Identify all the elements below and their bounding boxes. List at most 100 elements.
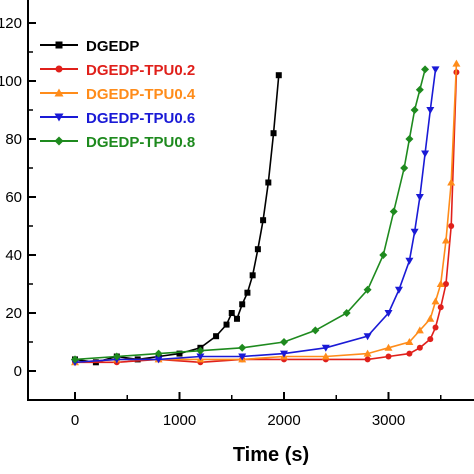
data-point xyxy=(410,106,419,114)
data-point xyxy=(406,350,413,357)
data-point xyxy=(426,314,435,322)
data-point xyxy=(275,72,282,79)
y-tick-label: 0 xyxy=(14,363,22,380)
data-point xyxy=(260,217,267,224)
data-point xyxy=(363,333,372,341)
data-point xyxy=(385,353,392,360)
data-point xyxy=(421,65,430,74)
data-point xyxy=(415,194,424,201)
data-point xyxy=(421,150,430,158)
data-point xyxy=(223,321,230,328)
data-point xyxy=(431,297,440,305)
y-tick-label: 20 xyxy=(5,305,22,322)
data-point xyxy=(427,336,434,343)
data-point xyxy=(196,353,205,361)
data-point xyxy=(405,338,414,345)
data-point xyxy=(342,309,351,317)
data-point xyxy=(254,246,261,253)
data-point xyxy=(415,85,424,94)
y-tick-label: 60 xyxy=(5,189,22,206)
series-line xyxy=(74,69,437,364)
data-point xyxy=(270,130,277,137)
data-point xyxy=(379,251,388,259)
data-point xyxy=(416,344,423,351)
data-point xyxy=(405,135,414,143)
data-point xyxy=(447,178,456,186)
x-axis-ticks: 0 1000 2000 3000 xyxy=(71,392,442,429)
legend-item: DGEDP-TPU0.4 xyxy=(40,86,196,103)
data-point xyxy=(415,326,424,334)
data-point xyxy=(54,136,64,146)
legend-item: DGEDP-TPU0.6 xyxy=(40,110,195,127)
x-tick-label: 2000 xyxy=(267,412,300,429)
data-point xyxy=(441,236,450,244)
data-point xyxy=(394,286,403,294)
data-point xyxy=(426,107,435,114)
data-point xyxy=(321,344,330,352)
data-point xyxy=(233,315,240,322)
data-point xyxy=(238,343,247,352)
data-point xyxy=(448,223,455,229)
data-point xyxy=(431,66,440,74)
data-point xyxy=(405,257,414,265)
data-point xyxy=(384,343,393,351)
data-point xyxy=(363,349,372,357)
legend-label: DGEDP-TPU0.6 xyxy=(86,110,195,127)
data-point xyxy=(321,352,330,360)
data-point xyxy=(311,326,320,335)
data-point xyxy=(55,65,63,73)
data-point xyxy=(442,281,449,287)
data-point xyxy=(54,113,64,122)
legend-item: DGEDP-TPU0.8 xyxy=(40,134,195,151)
y-axis-ticks: 0 20 40 60 80 100 120 xyxy=(0,15,36,380)
legend-label: DGEDP-TPU0.8 xyxy=(86,134,195,151)
series-dgedp-tpu0-8 xyxy=(71,65,430,364)
x-tick-label: 0 xyxy=(71,412,79,429)
data-point xyxy=(410,228,419,236)
data-point xyxy=(452,59,461,67)
data-point xyxy=(400,164,409,172)
data-point xyxy=(436,280,445,287)
data-point xyxy=(364,356,371,363)
data-point xyxy=(389,207,398,216)
data-point xyxy=(238,353,247,361)
data-point xyxy=(71,355,79,364)
x-tick-label: 3000 xyxy=(372,412,405,429)
x-tick-label: 1000 xyxy=(163,412,196,429)
data-point xyxy=(112,352,121,361)
legend-item: DGEDP xyxy=(40,38,139,55)
data-point xyxy=(213,333,220,340)
data-point xyxy=(176,350,183,357)
data-point xyxy=(244,289,251,296)
legend-label: DGEDP-TPU0.2 xyxy=(86,62,195,79)
data-point xyxy=(384,310,393,317)
series-line xyxy=(74,63,458,364)
data-point xyxy=(437,304,444,311)
y-tick-label: 120 xyxy=(0,15,22,32)
series-line xyxy=(74,69,426,361)
legend: DGEDP DGEDP-TPU0.2 DGEDP-TPU0.4 DGEDP-TPU0.… xyxy=(40,38,196,151)
data-point xyxy=(239,301,246,308)
x-axis-title: Time (s) xyxy=(233,444,309,466)
series-dgedp-tpu0-4 xyxy=(71,59,461,366)
y-tick-label: 80 xyxy=(5,131,22,148)
data-point xyxy=(54,88,64,97)
data-point xyxy=(249,272,256,279)
data-point xyxy=(196,346,205,355)
data-point xyxy=(154,349,163,358)
data-point xyxy=(432,324,439,331)
legend-label: DGEDP-TPU0.4 xyxy=(86,86,196,103)
y-tick-label: 40 xyxy=(5,247,22,264)
data-point xyxy=(55,41,63,49)
data-point xyxy=(265,179,272,186)
legend-item: DGEDP-TPU0.2 xyxy=(40,62,195,79)
series-layer xyxy=(71,59,461,367)
data-point xyxy=(363,285,372,294)
data-point xyxy=(228,310,235,316)
data-point xyxy=(154,356,163,364)
data-point xyxy=(280,350,288,358)
data-point xyxy=(280,338,288,346)
plot-frame xyxy=(27,0,474,401)
legend-label: DGEDP xyxy=(86,38,139,55)
